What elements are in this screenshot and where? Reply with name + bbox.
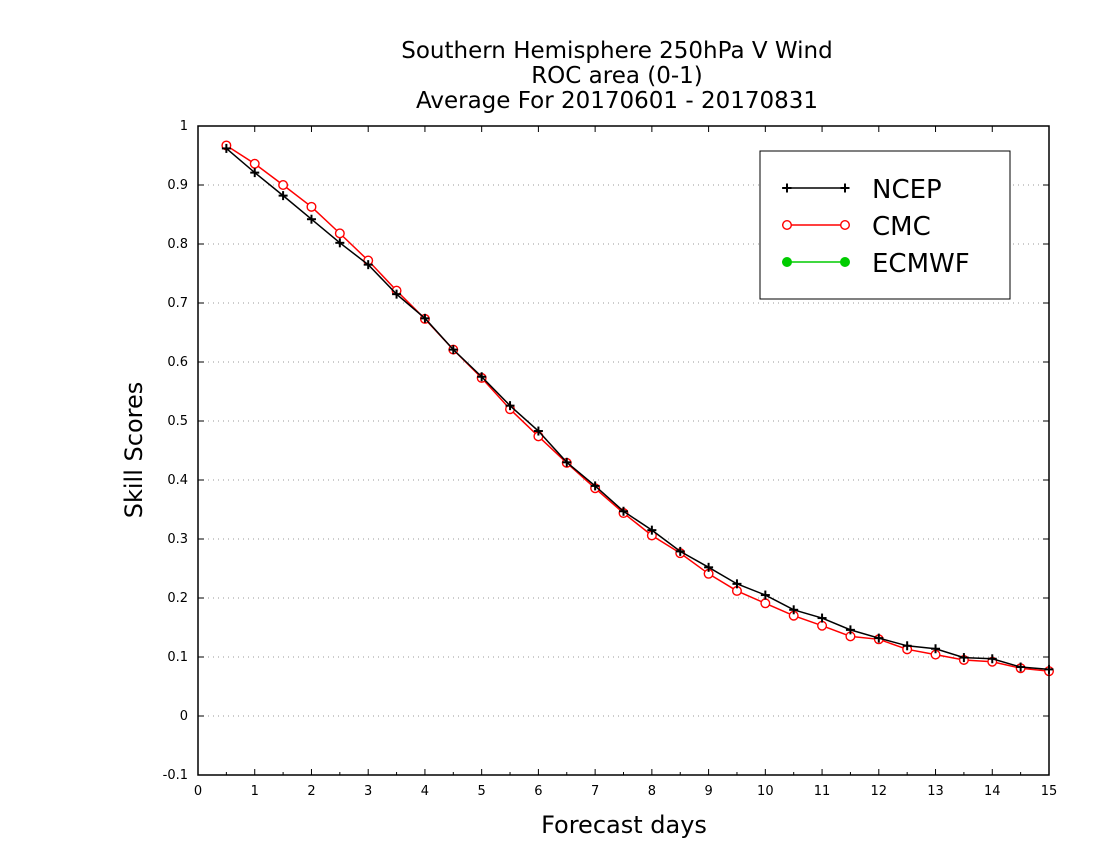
legend-entry-ncep: NCEP	[782, 175, 942, 205]
data-point-ncep	[704, 562, 714, 572]
data-point-ncep	[760, 590, 770, 600]
x-tick-label: 5	[478, 784, 486, 799]
series-ncep	[221, 143, 1054, 674]
x-tick-label: 4	[421, 784, 429, 799]
data-point-ncep	[533, 426, 543, 436]
legend-entry-ecmwf: ECMWF	[782, 249, 970, 279]
legend-entry-cmc: CMC	[782, 212, 931, 242]
x-tick-label: 10	[757, 784, 774, 799]
y-tick-label: 0.9	[167, 178, 188, 193]
y-tick-label: 0	[180, 709, 188, 724]
y-tick-label: 1	[180, 119, 188, 134]
data-series	[221, 140, 1054, 677]
data-point-cmc	[334, 228, 345, 239]
data-point-ncep	[363, 260, 373, 270]
y-tick-label: -0.1	[163, 768, 188, 783]
data-point-cmc	[760, 598, 771, 609]
legend-marker-ecmwf	[840, 257, 850, 267]
legend-label-ecmwf: ECMWF	[872, 249, 970, 279]
x-tick-label: 12	[871, 784, 888, 799]
data-point-ncep	[278, 191, 288, 201]
y-axis-title: Skill Scores	[120, 382, 148, 519]
data-point-cmc	[249, 158, 260, 169]
series-cmc	[221, 140, 1054, 677]
y-tick-label: 0.2	[167, 591, 188, 606]
data-point-ncep	[306, 214, 316, 224]
y-axis-ticks: -0.1 0 0.1 0.2 0.3 0.4 0.5 0.6 0.7 0.8 0.9 1	[163, 119, 1049, 783]
y-tick-label: 0.6	[167, 355, 188, 370]
data-point-ncep	[675, 546, 685, 556]
legend-label-ncep: NCEP	[872, 175, 942, 205]
legend-marker-cmc	[782, 219, 793, 230]
x-tick-label: 8	[648, 784, 656, 799]
data-point-cmc	[817, 620, 828, 631]
legend-entries: NCEP CMC ECMWF	[782, 175, 970, 279]
data-point-ncep	[619, 506, 628, 516]
legend-marker-cmc	[840, 219, 851, 230]
legend: NCEP CMC ECMWF	[759, 150, 1011, 300]
data-point-ncep	[931, 644, 941, 654]
data-point-ncep	[845, 625, 855, 635]
chart-title-line-1: Southern Hemisphere 250hPa V Wind	[401, 38, 832, 64]
series-line-ncep	[225, 147, 1050, 671]
y-tick-label: 0.8	[167, 237, 188, 252]
data-point-ncep	[817, 613, 827, 623]
data-point-ncep	[335, 238, 345, 248]
data-point-ncep	[562, 457, 572, 467]
grid-lines	[198, 184, 1049, 717]
data-point-ncep	[420, 313, 430, 323]
y-tick-label: 0.1	[167, 650, 188, 665]
data-point-ncep	[732, 579, 742, 589]
x-tick-label: 0	[194, 784, 202, 799]
data-point-cmc	[306, 201, 317, 212]
x-tick-label: 7	[591, 784, 599, 799]
chart-title-line-2: ROC area (0-1)	[531, 63, 703, 89]
y-tick-label: 0.7	[167, 296, 188, 311]
data-point-ncep	[1016, 662, 1026, 672]
legend-marker-ncep	[782, 183, 792, 193]
data-point-ncep	[392, 289, 402, 299]
y-tick-label: 0.5	[167, 414, 188, 429]
data-point-ncep	[987, 654, 997, 664]
data-point-ncep	[902, 641, 912, 651]
x-tick-label: 15	[1041, 784, 1058, 799]
data-point-ncep	[477, 372, 487, 382]
x-tick-label: 3	[364, 784, 372, 799]
x-tick-label: 1	[251, 784, 259, 799]
data-point-ncep	[789, 605, 799, 615]
data-point-ncep	[221, 143, 231, 153]
data-point-ncep	[590, 481, 600, 491]
x-axis-title: Forecast days	[541, 811, 707, 839]
y-tick-label: 0.4	[167, 473, 188, 488]
y-tick-label: 0.3	[167, 532, 188, 547]
x-tick-label: 13	[927, 784, 944, 799]
data-point-ncep	[448, 345, 458, 355]
legend-label-cmc: CMC	[872, 212, 931, 242]
legend-marker-ecmwf	[782, 257, 792, 267]
data-point-ncep	[874, 633, 884, 643]
data-point-ncep	[959, 653, 969, 663]
chart-title: Southern Hemisphere 250hPa V Wind ROC ar…	[401, 38, 832, 114]
x-tick-label: 11	[814, 784, 831, 799]
data-point-ncep	[250, 168, 260, 178]
data-point-cmc	[278, 179, 289, 190]
x-tick-label: 2	[307, 784, 315, 799]
x-axis-ticks: 0 1 2 3 4 5 6 7 8 9 10 11 12 13 14 15	[194, 126, 1057, 799]
data-point-ncep	[647, 525, 657, 535]
x-tick-label: 6	[534, 784, 542, 799]
x-tick-label: 14	[984, 784, 1001, 799]
x-tick-label: 9	[704, 784, 712, 799]
chart-title-line-3: Average For 20170601 - 20170831	[416, 88, 818, 114]
legend-marker-ncep	[840, 183, 850, 193]
data-point-ncep	[505, 401, 515, 411]
